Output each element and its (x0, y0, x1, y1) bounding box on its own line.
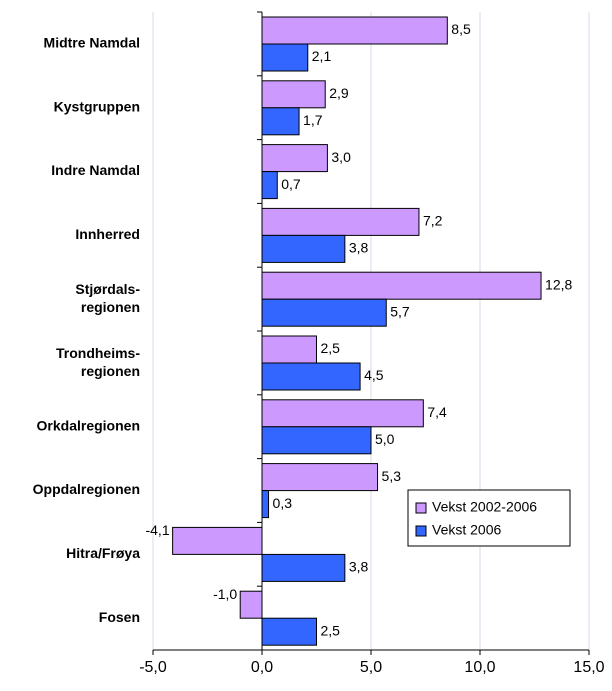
value-label: 1,7 (303, 112, 323, 128)
x-tick-label: 5,0 (360, 659, 382, 676)
value-label: 7,2 (423, 213, 443, 229)
category-label: Hitra/Frøya (66, 545, 140, 561)
legend-box (407, 489, 571, 547)
bar (261, 16, 448, 45)
value-label: 3,8 (349, 240, 369, 256)
bar (261, 463, 379, 492)
category-label: Orkdalregionen (37, 417, 140, 433)
value-label: 2,5 (321, 340, 341, 356)
x-tick-label: 15,0 (573, 659, 604, 676)
value-label: 3,8 (349, 559, 369, 575)
bar (261, 490, 270, 519)
bar (261, 426, 372, 455)
category-label: Indre Namdal (51, 162, 140, 178)
bar (261, 80, 326, 109)
value-label: 8,5 (451, 21, 471, 37)
value-label: 2,5 (321, 622, 341, 638)
value-label: 3,0 (331, 149, 351, 165)
legend-label: Vekst 2002-2006 (432, 499, 537, 515)
value-label: 2,1 (312, 48, 332, 64)
bar (261, 271, 542, 300)
category-label: Kystgruppen (54, 98, 140, 114)
value-label: 2,9 (329, 85, 349, 101)
bar (261, 107, 300, 136)
legend: Vekst 2002-2006 Vekst 2006 (407, 489, 571, 547)
bar (261, 298, 387, 327)
bar (261, 335, 317, 364)
value-label: 7,4 (427, 404, 447, 420)
value-label: 4,5 (364, 367, 384, 383)
category-label: Midtre Namdal (44, 35, 140, 51)
category-label: Stjørdals-regionen (75, 281, 140, 315)
bar (261, 234, 346, 263)
category-label: Trondheims-regionen (56, 345, 140, 379)
bar (261, 617, 317, 646)
category-label: Fosen (99, 609, 140, 625)
x-tick-label: -5,0 (139, 659, 167, 676)
bar (261, 171, 278, 200)
bar (261, 207, 420, 236)
value-label: -1,0 (213, 586, 237, 602)
bar (239, 590, 263, 619)
category-label: Innherred (75, 226, 140, 242)
bar (261, 144, 328, 173)
x-tick-label: 10,0 (464, 659, 495, 676)
value-label: 5,3 (382, 468, 402, 484)
bar (261, 553, 346, 582)
bar (261, 399, 424, 428)
value-label: 0,7 (281, 176, 301, 192)
bar (261, 43, 309, 72)
value-label: 5,0 (375, 431, 395, 447)
bar (172, 526, 263, 555)
legend-swatch (415, 525, 427, 537)
value-label: 0,3 (273, 495, 293, 511)
value-label: -4,1 (145, 522, 169, 538)
value-label: 5,7 (390, 303, 410, 319)
legend-swatch (415, 502, 427, 514)
bar (261, 362, 361, 391)
x-tick-label: 0,0 (251, 659, 273, 676)
legend-label: Vekst 2006 (432, 522, 501, 538)
value-label: 12,8 (545, 276, 572, 292)
category-label: Oppdalregionen (33, 481, 140, 497)
